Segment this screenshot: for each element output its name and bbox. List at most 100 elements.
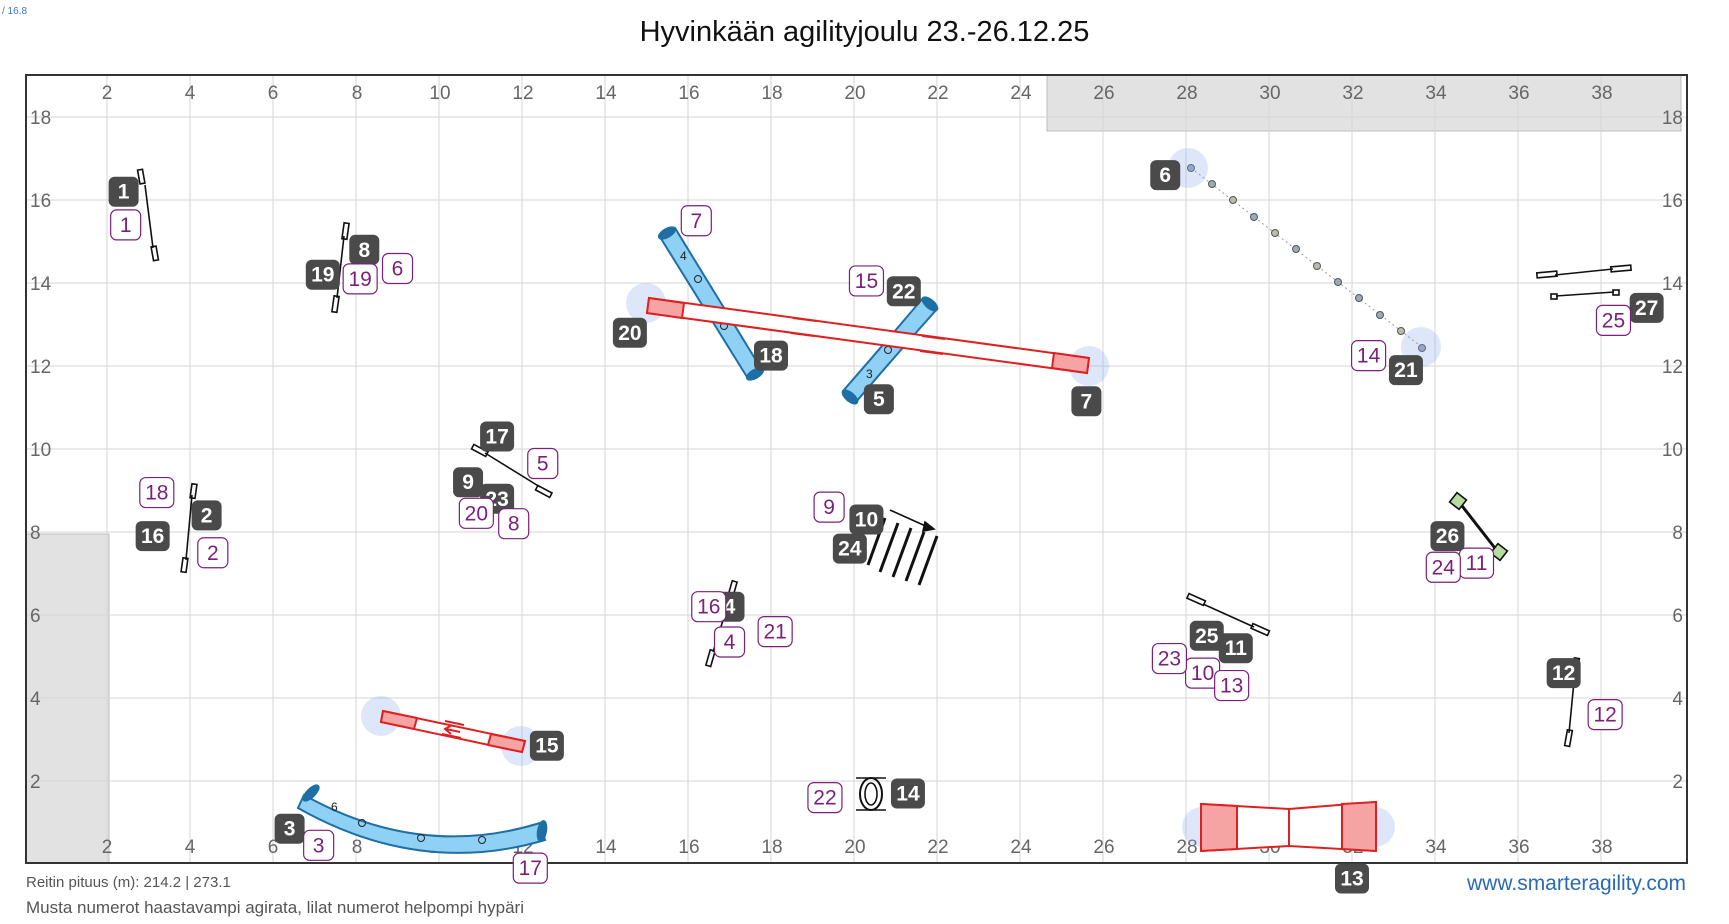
y-tick-right: 18 — [1662, 108, 1683, 129]
black-number-label: 12 — [1552, 662, 1575, 685]
jump-11-25 — [1185, 592, 1271, 637]
black-number: 22 — [886, 276, 921, 307]
site-link[interactable]: www.smarteragility.com — [1467, 872, 1686, 895]
purple-number: 23 — [1151, 642, 1188, 675]
purple-number-box — [110, 209, 142, 241]
purple-number: 5 — [527, 447, 559, 480]
svg-text:3: 3 — [866, 367, 873, 381]
black-number: 25 — [1189, 620, 1224, 651]
y-tick-left: 12 — [30, 357, 51, 378]
purple-number: 17 — [512, 852, 548, 884]
purple-number-box — [1151, 642, 1188, 675]
purple-number-label: 13 — [1220, 675, 1243, 698]
black-number-box — [274, 813, 305, 844]
black-number-box — [612, 317, 647, 348]
x-tick-bottom: 22 — [927, 837, 948, 858]
black-number: 13 — [1335, 863, 1369, 894]
x-tick-top: 24 — [1010, 83, 1032, 104]
y-tick-left: 10 — [30, 440, 51, 461]
y-tick-left: 16 — [30, 191, 51, 212]
black-numbers: 1234567891011121314151617181920212223242… — [108, 160, 1664, 894]
purple-number: 13 — [1214, 669, 1250, 702]
y-ticks-left: 2 4 6 8 10 12 14 16 18 — [30, 108, 52, 793]
x-tick-bottom: 28 — [1176, 837, 1197, 858]
black-number-label: 9 — [462, 471, 474, 494]
purple-number-box — [381, 252, 414, 285]
course-title: Hyvinkään agilityjoulu 23.-26.12.25 — [639, 16, 1090, 48]
purple-number-box — [527, 447, 559, 480]
purple-number-label: 1 — [120, 214, 132, 237]
black-number: 18 — [754, 340, 788, 371]
purple-number: 16 — [691, 591, 727, 623]
black-number-box — [832, 533, 867, 564]
purple-number-box — [342, 263, 378, 295]
y-tick-left: 2 — [30, 772, 41, 793]
black-number-box — [754, 340, 788, 371]
x-tick-top: 12 — [512, 83, 533, 104]
green-bar-obstacle — [1448, 491, 1509, 562]
field-border — [25, 74, 1688, 864]
purple-number: 21 — [757, 615, 793, 648]
purple-number-box — [1425, 551, 1461, 583]
purple-number: 3 — [303, 829, 335, 861]
black-number: 6 — [1150, 160, 1181, 191]
purple-number: 11 — [1458, 547, 1495, 579]
x-tick-bottom: 36 — [1508, 837, 1529, 858]
black-number: 26 — [1430, 521, 1465, 552]
x-tick-top: 20 — [844, 83, 865, 104]
purple-number-label: 17 — [519, 857, 542, 880]
x-ticks-top: 2 4 6 8 10 12 14 16 18 20 22 24 26 28 30… — [102, 83, 1613, 104]
black-number-label: 26 — [1436, 525, 1459, 548]
x-tick-top: 28 — [1176, 83, 1197, 104]
purple-numbers: 1234567891011121314151617181920212223242… — [110, 205, 1632, 884]
broad-jump — [866, 509, 939, 586]
y-tick-right: 4 — [1672, 689, 1683, 710]
y-tick-right: 14 — [1662, 274, 1684, 295]
black-number: 15 — [529, 730, 564, 761]
y-tick-left: 6 — [30, 606, 41, 627]
purple-number: 22 — [807, 781, 843, 814]
x-tick-bottom: 2 — [102, 837, 113, 858]
purple-number-label: 19 — [348, 268, 371, 291]
black-number-label: 3 — [284, 818, 296, 841]
purple-number: 19 — [342, 263, 378, 295]
black-number-box — [529, 730, 564, 761]
purple-number-box — [1214, 669, 1250, 702]
black-number: 21 — [1388, 355, 1423, 386]
x-tick-top: 10 — [429, 83, 450, 104]
jump-27 — [1535, 264, 1633, 300]
svg-text:4: 4 — [680, 249, 687, 263]
y-tick-right: 6 — [1672, 606, 1683, 627]
purple-number-box — [1595, 304, 1632, 336]
black-number-label: 13 — [1340, 868, 1363, 891]
black-number-box — [1218, 633, 1253, 664]
black-number-label: 19 — [311, 264, 334, 287]
black-number: 10 — [849, 504, 884, 535]
purple-number: 8 — [498, 508, 530, 540]
x-tick-top: 14 — [595, 83, 617, 104]
x-tick-top: 32 — [1342, 83, 1363, 104]
black-number-label: 8 — [358, 239, 370, 262]
purple-number: 7 — [680, 205, 712, 237]
x-tick-top: 34 — [1425, 83, 1447, 104]
black-number-box — [349, 234, 380, 265]
y-tick-right: 8 — [1672, 523, 1683, 544]
black-number-label: 6 — [1159, 164, 1171, 187]
purple-number: 4 — [713, 626, 746, 658]
black-number-label: 24 — [838, 538, 862, 561]
purple-number: 18 — [139, 476, 175, 509]
version-label: / 16.8 — [2, 6, 28, 17]
black-number: 27 — [1629, 292, 1664, 323]
x-tick-bottom: 38 — [1591, 837, 1612, 858]
purple-number-box — [757, 615, 793, 648]
black-number-label: 22 — [892, 280, 915, 303]
x-tick-top: 4 — [185, 83, 196, 104]
field-background — [26, 75, 1687, 863]
black-number-label: 2 — [201, 504, 213, 527]
tyre — [856, 777, 886, 811]
black-number: 20 — [612, 317, 647, 348]
purple-number-label: 24 — [1432, 556, 1456, 579]
purple-number-box — [197, 537, 229, 569]
x-tick-bottom: 14 — [595, 837, 617, 858]
black-number: 1 — [108, 176, 139, 207]
